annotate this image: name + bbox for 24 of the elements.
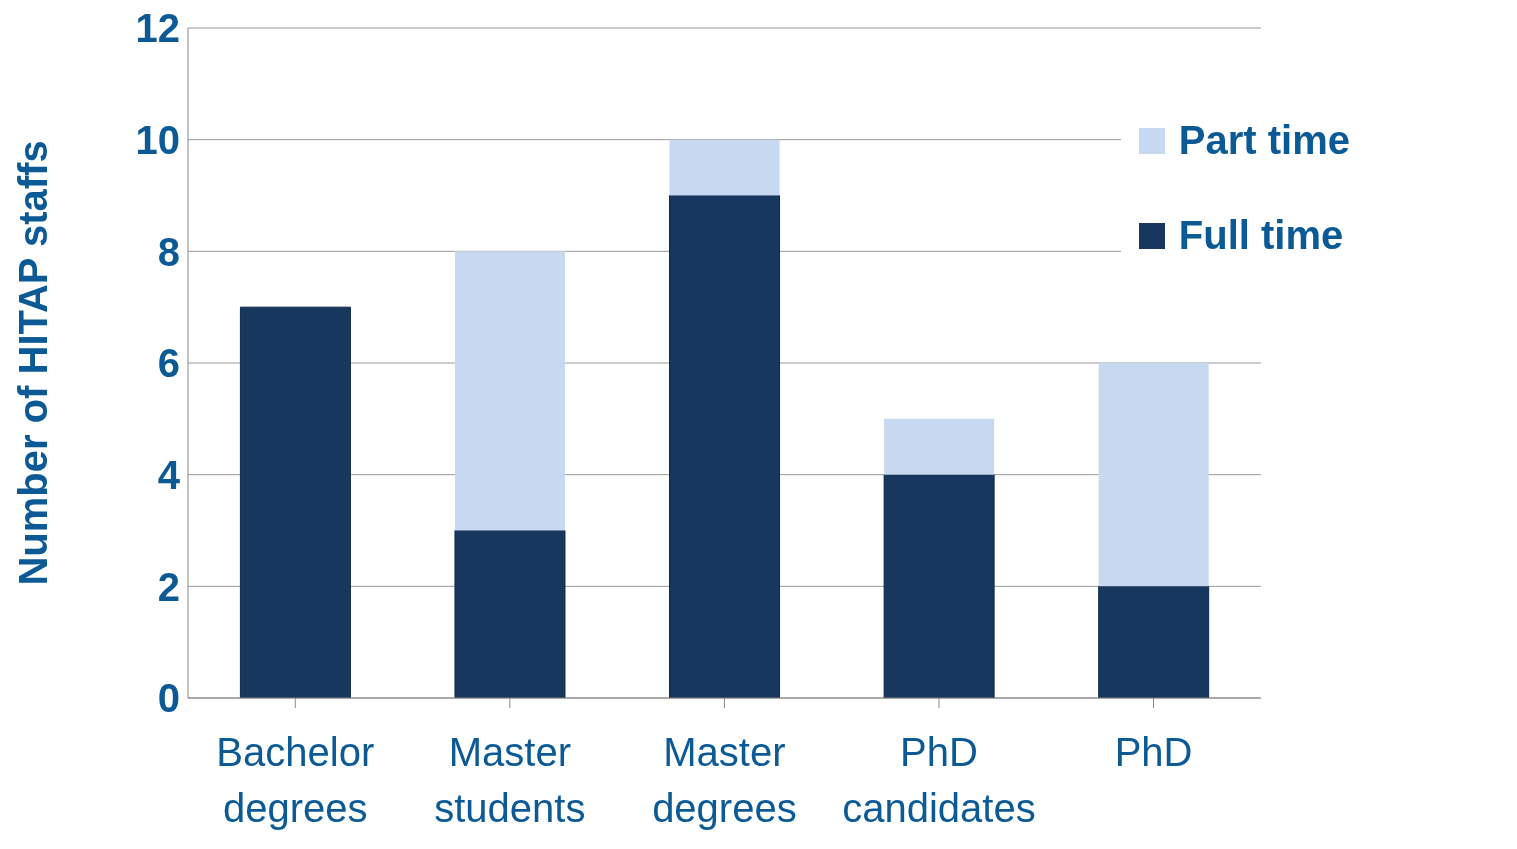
bar	[1098, 363, 1209, 587]
bar	[669, 195, 781, 698]
legend-label: Part time	[1177, 118, 1350, 163]
bar	[454, 251, 565, 531]
x-tick-label: PhD	[1114, 730, 1193, 774]
bar	[1098, 585, 1210, 698]
y-tick-label: 10	[135, 117, 180, 162]
x-tick-label: Bachelor degrees	[216, 730, 375, 830]
bar	[239, 306, 351, 698]
bar	[883, 474, 995, 698]
y-tick-label: 8	[157, 229, 180, 274]
y-axis-title: Number of HITAP staffs	[11, 140, 56, 586]
x-tick-label: PhD candidates	[842, 730, 1036, 830]
y-tick-label: 2	[157, 564, 180, 609]
bar	[454, 530, 566, 698]
x-tick-label: Master students	[434, 730, 586, 830]
y-tick-label: 4	[157, 452, 181, 497]
y-tick-label: 6	[157, 341, 180, 386]
y-tick-label: 0	[157, 676, 180, 721]
x-tick-label: Master degrees	[652, 730, 797, 830]
bar	[884, 418, 995, 475]
y-tick-label: 12	[135, 6, 180, 51]
bar	[669, 139, 780, 196]
legend-label: Full time	[1177, 213, 1345, 258]
